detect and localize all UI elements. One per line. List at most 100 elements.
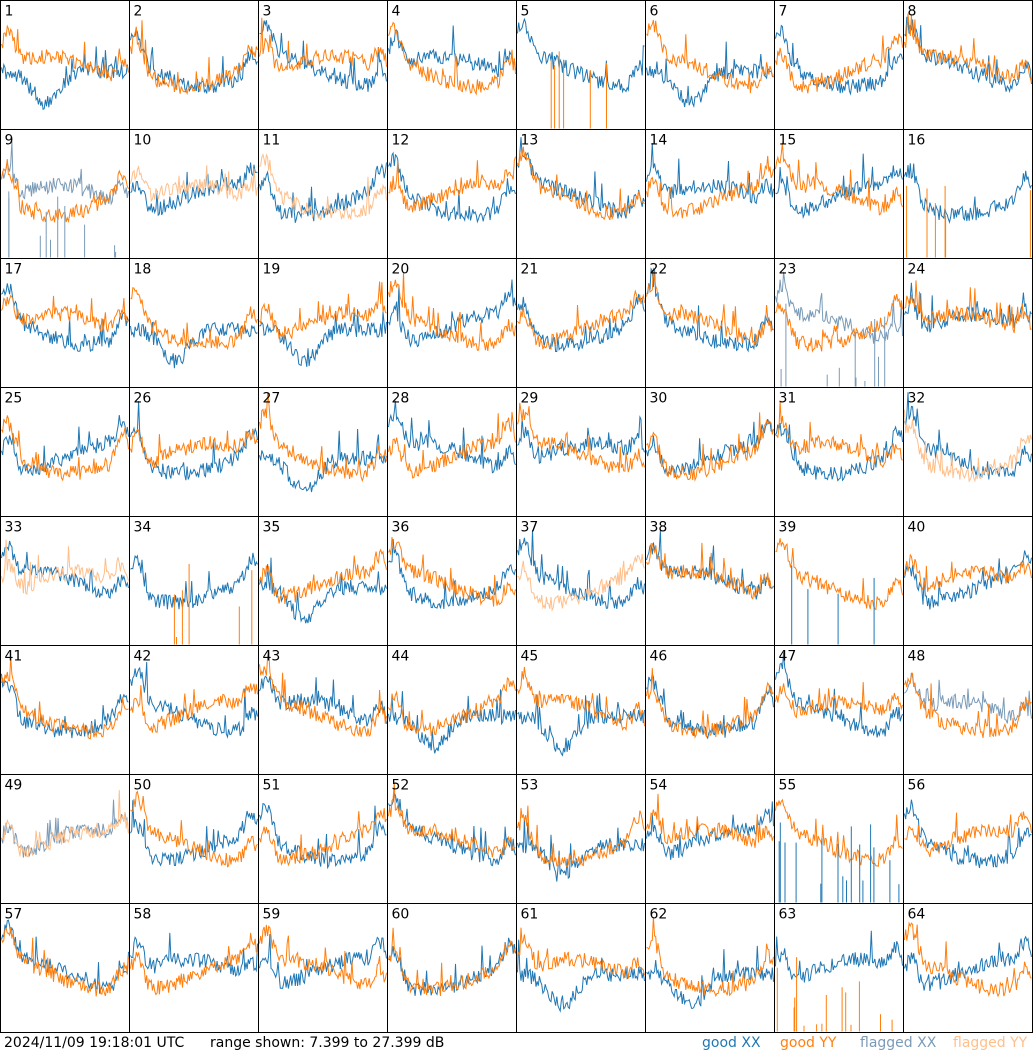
- series-xx: [130, 28, 258, 94]
- series-yy: [388, 156, 516, 213]
- series-xx: [775, 423, 903, 482]
- series-xx: [1, 414, 129, 477]
- panel-12: 12: [387, 129, 517, 259]
- series-yy: [388, 927, 516, 996]
- series-xx: [517, 817, 645, 882]
- panel-label: 64: [908, 907, 926, 923]
- panel-53: 53: [516, 774, 646, 904]
- panel-label: 27: [263, 391, 281, 407]
- panel-label: 4: [392, 4, 401, 20]
- series-yy: [259, 17, 387, 73]
- panel-frame: [0, 645, 130, 775]
- series-yy: [904, 13, 1032, 85]
- panel-7: 7: [774, 0, 904, 130]
- series-xx: [130, 932, 258, 977]
- panel-58: 58: [129, 903, 259, 1033]
- panel-label: 62: [650, 907, 668, 923]
- panel-frame: [258, 516, 388, 646]
- panel-1: 1: [0, 0, 130, 130]
- panel-label: 45: [521, 649, 539, 665]
- series-yy: [388, 782, 516, 858]
- series-yy: [904, 921, 1032, 998]
- series-yy: [646, 793, 774, 848]
- panel-34: 34: [129, 516, 259, 646]
- series-xx: [775, 24, 903, 96]
- panel-48: 48: [903, 645, 1033, 775]
- panel-frame: [903, 903, 1033, 1033]
- panel-26: 26: [129, 387, 259, 517]
- series-xx: [646, 267, 774, 353]
- panel-label: 61: [521, 907, 539, 923]
- panel-frame: [903, 129, 1033, 259]
- panel-61: 61: [516, 903, 646, 1033]
- panel-label: 58: [134, 907, 152, 923]
- series-yy: [646, 267, 774, 346]
- panel-47: 47: [774, 645, 904, 775]
- series-yy: [775, 33, 903, 94]
- series-xx: [646, 945, 774, 1009]
- series-xx: [904, 282, 1032, 333]
- panel-33: 33: [0, 516, 130, 646]
- series-xx: [259, 162, 387, 223]
- panel-frame: [129, 903, 259, 1033]
- series-xx: [259, 428, 387, 493]
- series-xx: [1, 673, 129, 739]
- legend-good-xx: good XX: [702, 1035, 761, 1051]
- panel-9: 9: [0, 129, 130, 259]
- series-yy: [1, 656, 129, 740]
- panel-11: 11: [258, 129, 388, 259]
- series-yy: [775, 538, 903, 611]
- panel-19: 19: [258, 258, 388, 388]
- panel-frame: [129, 645, 259, 775]
- panel-frame: [129, 774, 259, 904]
- panel-label: 55: [779, 778, 797, 794]
- panel-frame: [903, 774, 1033, 904]
- panel-frame: [258, 645, 388, 775]
- panel-label: 41: [5, 649, 23, 665]
- series-xx: [1, 919, 129, 994]
- series-yy: [1, 24, 129, 82]
- panel-label: 8: [908, 4, 917, 20]
- panel-frame: [516, 387, 646, 517]
- panel-label: 14: [650, 133, 668, 149]
- series-xx: [130, 162, 258, 217]
- series-yy: [775, 142, 903, 216]
- panel-label: 59: [263, 907, 281, 923]
- panel-label: 44: [392, 649, 410, 665]
- series-yy: [130, 287, 258, 351]
- panel-label: 52: [392, 778, 410, 794]
- panel-frame: [387, 0, 517, 130]
- panel-frame: [774, 903, 904, 1033]
- panel-55: 55: [774, 774, 904, 904]
- panel-56: 56: [903, 774, 1033, 904]
- panel-label: 9: [5, 133, 14, 149]
- panel-43: 43: [258, 645, 388, 775]
- series-xx: [388, 151, 516, 224]
- panel-label: 47: [779, 649, 797, 665]
- series-xx: [646, 142, 774, 205]
- series-xx: [388, 25, 516, 78]
- panel-frame: [387, 258, 517, 388]
- panel-frame: [903, 516, 1033, 646]
- panel-frame: [258, 387, 388, 517]
- series-xx: [259, 20, 387, 92]
- series-yy: [388, 676, 516, 737]
- range-label: range shown: 7.399 to 27.399 dB: [210, 1035, 445, 1051]
- panel-label: 2: [134, 4, 143, 20]
- panel-frame: [0, 387, 130, 517]
- panel-label: 42: [134, 649, 152, 665]
- panel-42: 42: [129, 645, 259, 775]
- panel-21: 21: [516, 258, 646, 388]
- panel-frame: [516, 903, 646, 1033]
- panel-label: 5: [521, 4, 530, 20]
- series-yy: [775, 294, 903, 353]
- series-yy: [130, 165, 258, 203]
- panel-frame: [387, 129, 517, 259]
- series-yy: [517, 402, 645, 473]
- series-yy: [1, 927, 129, 997]
- series-xx: [904, 935, 1032, 992]
- series-yy: [388, 272, 516, 351]
- series-yy: [130, 428, 258, 469]
- panel-frame: [645, 516, 775, 646]
- panel-frame: [516, 516, 646, 646]
